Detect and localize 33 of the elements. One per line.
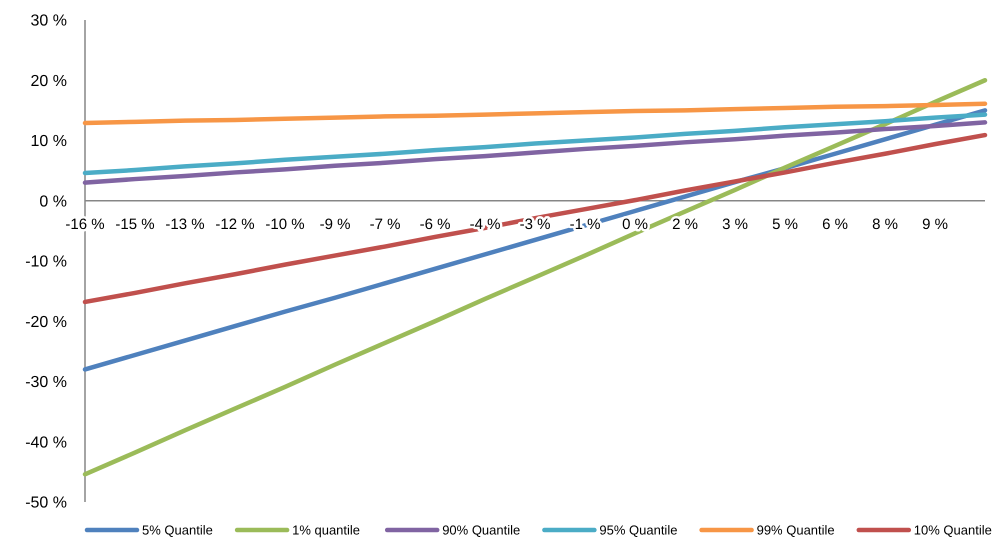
x-tick-label: 2 % (672, 216, 698, 233)
y-tick-label: -40 % (25, 434, 67, 452)
legend-label: 99% Quantile (756, 522, 835, 538)
x-tick-label: -6 % (420, 216, 450, 233)
x-tick-label: 3 % (722, 216, 748, 233)
y-tick-label: -50 % (25, 494, 67, 512)
legend-label: 10% Quantile (914, 522, 992, 538)
x-tick-label: -9 % (320, 216, 350, 233)
x-tick-label: -15 % (115, 216, 155, 233)
y-tick-label: -10 % (25, 254, 67, 271)
line-series (82, 102, 988, 126)
line-series (82, 112, 988, 176)
x-tick-label: 9 % (922, 216, 948, 233)
x-tick-label: -12 % (215, 216, 255, 233)
y-tick-label: 30 % (30, 12, 67, 30)
y-tick-label: 20 % (30, 72, 67, 90)
legend-label: 1% quantile (292, 522, 360, 538)
x-tick-label: -16 % (65, 216, 105, 233)
x-tick-label: 6 % (822, 216, 848, 233)
y-tick-label: 0 % (39, 193, 67, 210)
y-tick-label: 10 % (30, 133, 67, 150)
x-tick-label: 8 % (872, 216, 898, 233)
x-tick-label: 0 % (622, 216, 648, 233)
x-tick-label: -7 % (370, 216, 400, 233)
x-tick-label: -13 % (165, 216, 205, 233)
line-series (82, 120, 988, 185)
y-tick-label: -20 % (25, 314, 67, 331)
x-tick-label: -10 % (265, 216, 305, 233)
legend-label: 95% Quantile (599, 522, 678, 538)
legend-label: 90% Quantile (442, 522, 520, 538)
y-tick-label: -30 % (25, 374, 67, 392)
x-tick-label: 5 % (772, 216, 798, 233)
legend-label: 5% Quantile (142, 522, 213, 538)
